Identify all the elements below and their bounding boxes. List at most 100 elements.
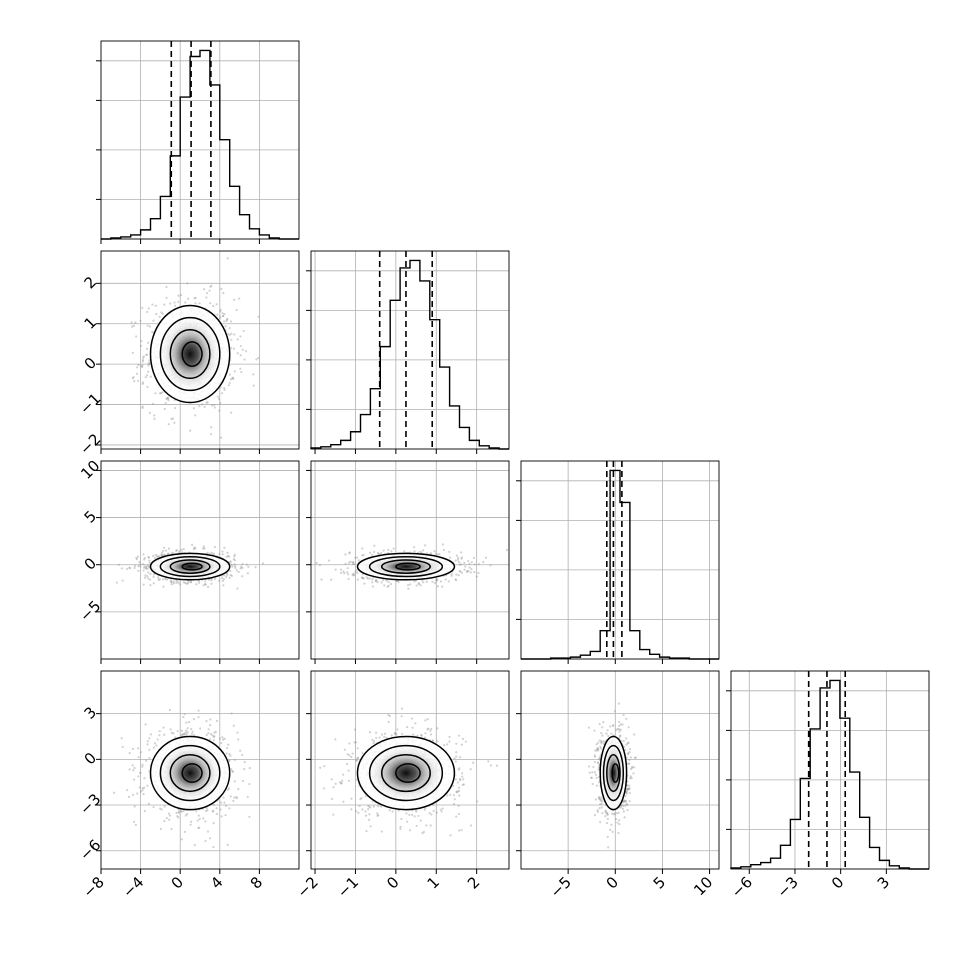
sample-point (467, 569, 470, 573)
sample-point (464, 565, 467, 568)
sample-point (355, 759, 358, 762)
sample-point (148, 362, 151, 366)
sample-point (460, 556, 463, 559)
sample-point (188, 720, 191, 724)
sample-point (455, 742, 458, 745)
sample-point (143, 777, 146, 780)
sample-point (223, 737, 226, 740)
sample-point (495, 764, 499, 767)
sample-point (353, 741, 356, 744)
sample-point (220, 801, 223, 804)
density-contour (356, 735, 456, 811)
sample-point (203, 547, 206, 550)
sample-point (342, 800, 345, 803)
sample-point (152, 582, 155, 585)
sample-point (246, 572, 249, 575)
sample-point (443, 743, 446, 747)
panel-content (97, 257, 260, 439)
sample-point (360, 796, 363, 800)
sample-point (248, 782, 251, 786)
sample-point (408, 813, 411, 817)
x-tick-label: −6 (728, 873, 756, 901)
sample-point (455, 554, 459, 557)
sample-point (224, 814, 227, 817)
sample-point (211, 810, 214, 813)
sample-point (456, 556, 460, 559)
sample-point (210, 284, 213, 287)
sample-point (448, 740, 451, 743)
sample-point (160, 554, 163, 557)
sample-point (625, 790, 628, 793)
sample-point (197, 716, 200, 719)
sample-point (140, 340, 143, 343)
sample-point (221, 312, 224, 315)
sample-point (393, 732, 396, 735)
sample-point (185, 729, 188, 732)
sample-point (187, 580, 190, 584)
sample-point (374, 731, 378, 734)
sample-point (147, 556, 151, 559)
sample-point (505, 548, 509, 552)
sample-point (454, 578, 458, 582)
sample-point (446, 794, 449, 797)
sample-point (209, 302, 212, 305)
sample-point (400, 707, 404, 710)
sample-point (611, 830, 614, 833)
sample-point (368, 818, 371, 821)
sample-point (415, 810, 418, 813)
sample-point (361, 576, 364, 579)
sample-point (392, 547, 395, 550)
sample-point (136, 555, 140, 558)
sample-point (144, 723, 147, 726)
sample-point (330, 778, 333, 781)
sample-point (356, 556, 359, 559)
sample-point (360, 576, 364, 580)
sample-point (170, 731, 173, 734)
sample-point (154, 304, 157, 307)
sample-point (387, 580, 390, 584)
sample-point (386, 585, 389, 588)
sample-point (356, 756, 360, 759)
sample-point (232, 724, 235, 727)
sample-point (97, 340, 99, 342)
sample-point (204, 809, 208, 813)
sample-point (165, 816, 168, 820)
sample-point (371, 578, 374, 581)
sample-point (371, 585, 374, 588)
sample-point (374, 579, 377, 582)
sample-point (176, 729, 179, 733)
sample-point (428, 812, 431, 815)
sample-point (348, 552, 351, 555)
density-contour (356, 552, 456, 581)
sample-point (338, 781, 342, 784)
sample-point (142, 569, 145, 572)
sample-point (243, 761, 246, 764)
sample-point (429, 552, 433, 555)
sample-point (205, 733, 208, 736)
sample-point (167, 399, 170, 402)
sample-point (141, 406, 144, 409)
sample-point (141, 382, 144, 385)
sample-point (137, 747, 140, 750)
sample-point (241, 779, 245, 783)
sample-point (422, 581, 425, 584)
y-tick-label: 0 (81, 749, 100, 768)
sample-point (233, 333, 236, 336)
sample-point (461, 783, 464, 786)
sample-point (220, 576, 224, 580)
density-contour (380, 559, 431, 574)
sample-point (350, 808, 353, 811)
sample-point (468, 562, 471, 565)
sample-point (162, 726, 165, 729)
sample-point (136, 792, 139, 795)
sample-point (343, 748, 346, 751)
sample-point (440, 810, 443, 813)
sample-point (172, 580, 175, 583)
sample-point (121, 745, 124, 749)
sample-point (146, 784, 149, 787)
sample-point (143, 565, 146, 568)
sample-point (347, 561, 351, 564)
sample-point (361, 752, 364, 755)
sample-point (180, 733, 183, 737)
